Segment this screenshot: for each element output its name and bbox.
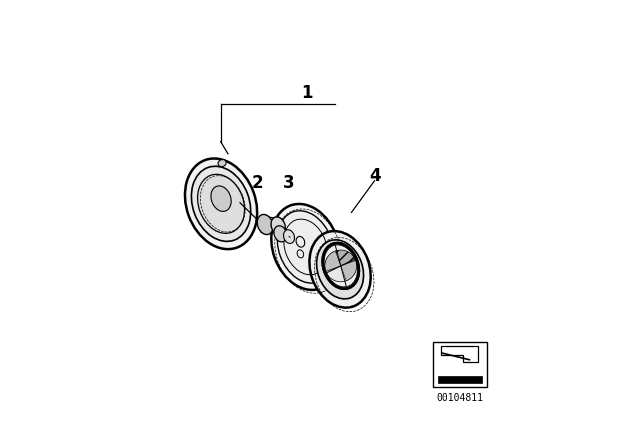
Wedge shape xyxy=(326,260,356,282)
Text: 2: 2 xyxy=(252,174,263,192)
Ellipse shape xyxy=(274,226,287,242)
Ellipse shape xyxy=(284,230,294,243)
Bar xyxy=(438,376,481,383)
Text: 00104811: 00104811 xyxy=(436,393,483,403)
Ellipse shape xyxy=(191,166,251,241)
Ellipse shape xyxy=(211,186,231,211)
Text: 4: 4 xyxy=(369,167,380,185)
Wedge shape xyxy=(340,260,356,281)
Ellipse shape xyxy=(309,231,371,308)
Ellipse shape xyxy=(185,159,257,249)
Ellipse shape xyxy=(317,240,364,299)
Ellipse shape xyxy=(198,174,244,233)
Ellipse shape xyxy=(271,204,340,290)
Ellipse shape xyxy=(218,159,226,167)
Ellipse shape xyxy=(323,243,359,289)
Text: 1: 1 xyxy=(301,84,313,103)
Text: 3: 3 xyxy=(282,174,294,192)
Wedge shape xyxy=(325,250,356,271)
Wedge shape xyxy=(325,251,340,271)
Ellipse shape xyxy=(257,215,273,235)
Ellipse shape xyxy=(277,211,334,283)
Bar xyxy=(433,342,486,387)
Ellipse shape xyxy=(271,217,285,235)
